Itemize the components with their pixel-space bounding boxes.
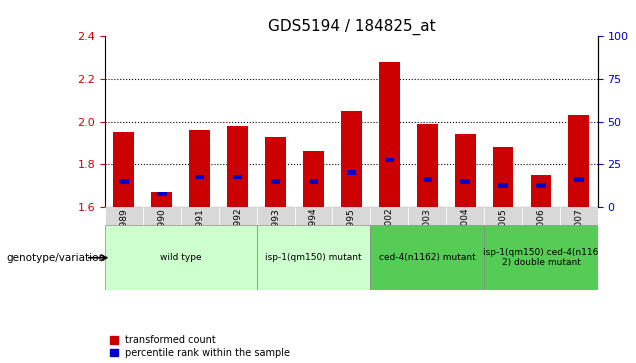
Bar	[219, 207, 256, 225]
Bar	[271, 179, 280, 184]
Bar	[379, 62, 400, 207]
Bar	[422, 177, 432, 182]
Bar	[522, 207, 560, 225]
Bar	[256, 225, 370, 290]
Bar	[574, 177, 584, 182]
Bar	[157, 192, 167, 196]
Bar	[119, 179, 128, 184]
Bar	[309, 179, 318, 184]
Text: genotype/variation: genotype/variation	[6, 253, 106, 263]
Bar	[113, 132, 134, 207]
Bar	[265, 136, 286, 207]
Bar	[370, 225, 484, 290]
Text: GSM1306002: GSM1306002	[385, 208, 394, 269]
Text: GSM1306004: GSM1306004	[460, 208, 469, 269]
Bar	[294, 207, 333, 225]
Bar	[233, 175, 242, 179]
Bar	[190, 130, 210, 207]
Bar	[417, 124, 438, 207]
Bar	[460, 179, 470, 184]
Text: GSM1306005: GSM1306005	[499, 208, 508, 269]
Bar	[303, 151, 324, 207]
Bar	[499, 183, 508, 188]
Text: wild type: wild type	[160, 253, 202, 262]
Bar	[385, 158, 394, 162]
Text: GSM1305990: GSM1305990	[157, 208, 166, 269]
Bar	[341, 111, 362, 207]
Text: GSM1306006: GSM1306006	[537, 208, 546, 269]
Bar	[105, 207, 143, 225]
Text: GSM1306007: GSM1306007	[574, 208, 583, 269]
Bar	[446, 207, 484, 225]
Bar	[227, 126, 248, 207]
Text: isp-1(qm150) ced-4(n116
2) double mutant: isp-1(qm150) ced-4(n116 2) double mutant	[483, 248, 598, 268]
Text: ced-4(n1162) mutant: ced-4(n1162) mutant	[379, 253, 476, 262]
Bar	[105, 225, 256, 290]
Bar	[530, 175, 551, 207]
Bar	[256, 207, 294, 225]
Bar	[151, 192, 172, 207]
Bar	[408, 207, 446, 225]
Text: GSM1305992: GSM1305992	[233, 208, 242, 269]
Bar	[347, 171, 356, 175]
Bar	[455, 134, 476, 207]
Bar	[560, 207, 598, 225]
Text: GSM1305995: GSM1305995	[347, 208, 356, 269]
Bar	[493, 147, 513, 207]
Bar	[484, 207, 522, 225]
Bar	[195, 175, 204, 179]
Text: GSM1305991: GSM1305991	[195, 208, 204, 269]
Text: GSM1305993: GSM1305993	[271, 208, 280, 269]
Legend: transformed count, percentile rank within the sample: transformed count, percentile rank withi…	[110, 335, 291, 358]
Bar	[536, 183, 546, 188]
Bar	[333, 207, 370, 225]
Title: GDS5194 / 184825_at: GDS5194 / 184825_at	[268, 19, 435, 35]
Text: GSM1305989: GSM1305989	[120, 208, 128, 269]
Bar	[569, 115, 590, 207]
Bar	[484, 225, 598, 290]
Text: GSM1305994: GSM1305994	[309, 208, 318, 269]
Bar	[370, 207, 408, 225]
Bar	[181, 207, 219, 225]
Bar	[143, 207, 181, 225]
Text: GSM1306003: GSM1306003	[423, 208, 432, 269]
Text: isp-1(qm150) mutant: isp-1(qm150) mutant	[265, 253, 362, 262]
